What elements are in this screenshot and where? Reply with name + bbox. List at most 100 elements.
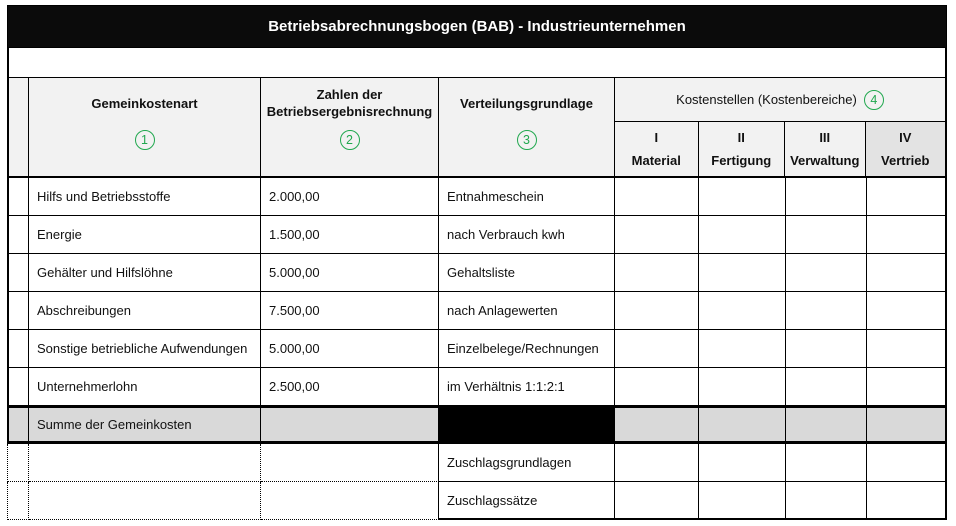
- cell-kostenstelle-material[interactable]: [615, 254, 699, 292]
- row-index-cell[interactable]: [7, 482, 29, 520]
- column-label-zahlen: Zahlen der Betriebsergebnisrechnung: [266, 87, 433, 119]
- cell-kostenstelle-fertigung[interactable]: [699, 368, 786, 406]
- table-row: Gehälter und Hilfslöhne 5.000,00 Gehalts…: [7, 254, 947, 292]
- cell-kostenstelle-material[interactable]: [615, 178, 699, 216]
- summary-zahlen-cell[interactable]: [261, 408, 439, 441]
- row-index-cell[interactable]: [7, 330, 29, 368]
- cell-kostenstelle-material[interactable]: [615, 216, 699, 254]
- cell-zahlen: 5.000,00: [261, 330, 439, 368]
- cell-kostenstelle-fertigung[interactable]: [699, 254, 786, 292]
- summary-kostenstelle-fertigung[interactable]: [699, 408, 786, 441]
- cell-verteilungsgrundlage: Entnahmeschein: [439, 178, 615, 216]
- cell-kostenstelle-verwaltung[interactable]: [786, 368, 867, 406]
- header-kostenstellen-group: Kostenstellen (Kostenbereiche) 4 I Mater…: [615, 78, 947, 176]
- cell-kostenstelle-vertrieb[interactable]: [867, 444, 947, 482]
- cell-kostenstelle-material[interactable]: [615, 482, 699, 520]
- row-index-cell[interactable]: [7, 292, 29, 330]
- cell-kostenstelle-fertigung[interactable]: [699, 178, 786, 216]
- cell-kostenstelle-fertigung[interactable]: [699, 444, 786, 482]
- blacked-out-cell: [439, 408, 615, 441]
- cell-zahlen-empty[interactable]: [261, 482, 439, 520]
- column-label-gemeinkostenart: Gemeinkostenart: [91, 95, 198, 111]
- cell-verteilungsgrundlage: nach Anlagewerten: [439, 292, 615, 330]
- cell-zahlen: 2.500,00: [261, 368, 439, 406]
- cell-kostenstelle-material[interactable]: [615, 368, 699, 406]
- cell-gemeinkostenart: Unternehmerlohn: [29, 368, 261, 406]
- subheader-verwaltung: III Verwaltung: [785, 122, 866, 176]
- cell-kostenstelle-material[interactable]: [615, 444, 699, 482]
- cell-kostenstelle-verwaltung[interactable]: [786, 444, 867, 482]
- cell-gemeinkostenart-empty[interactable]: [29, 444, 261, 482]
- summary-kostenstelle-verwaltung[interactable]: [786, 408, 867, 441]
- summary-kostenstelle-vertrieb[interactable]: [867, 408, 947, 441]
- cell-gemeinkostenart-empty[interactable]: [29, 482, 261, 520]
- cell-zahlen: 7.500,00: [261, 292, 439, 330]
- table-row: Abschreibungen 7.500,00 nach Anlagewerte…: [7, 292, 947, 330]
- header-gemeinkostenart: Gemeinkostenart 1: [29, 78, 261, 176]
- summary-label: Summe der Gemeinkosten: [29, 408, 261, 441]
- cell-gemeinkostenart: Hilfs und Betriebsstoffe: [29, 178, 261, 216]
- cell-gemeinkostenart: Energie: [29, 216, 261, 254]
- cell-zahlen-empty[interactable]: [261, 444, 439, 482]
- cell-kostenstelle-verwaltung[interactable]: [786, 330, 867, 368]
- summary-row: Summe der Gemeinkosten: [7, 406, 947, 444]
- row-index-cell[interactable]: [7, 178, 29, 216]
- cell-kostenstelle-vertrieb[interactable]: [867, 330, 947, 368]
- cell-kostenstelle-vertrieb[interactable]: [867, 254, 947, 292]
- cell-kostenstelle-verwaltung[interactable]: [786, 292, 867, 330]
- row-index-cell: [7, 408, 29, 441]
- cell-verteilungsgrundlage: Einzelbelege/Rechnungen: [439, 330, 615, 368]
- row-index-cell[interactable]: [7, 368, 29, 406]
- column-label-verteilungsgrundlage: Verteilungsgrundlage: [460, 95, 593, 111]
- cell-kostenstelle-material[interactable]: [615, 292, 699, 330]
- cell-kostenstelle-fertigung[interactable]: [699, 330, 786, 368]
- circled-number-1-icon: 1: [134, 130, 155, 150]
- row-index-cell[interactable]: [7, 216, 29, 254]
- cell-kostenstelle-fertigung[interactable]: [699, 292, 786, 330]
- cell-kostenstelle-vertrieb[interactable]: [867, 482, 947, 520]
- header-spacer-cell: [7, 78, 29, 176]
- table-row: Unternehmerlohn 2.500,00 im Verhältnis 1…: [7, 368, 947, 406]
- cell-verteilungsgrundlage: Gehaltsliste: [439, 254, 615, 292]
- cell-verteilungsgrundlage: im Verhältnis 1:1:2:1: [439, 368, 615, 406]
- cell-zahlen: 5.000,00: [261, 254, 439, 292]
- cell-zahlen: 1.500,00: [261, 216, 439, 254]
- circled-number-4-icon: 4: [863, 89, 884, 110]
- kostenstellen-header: Kostenstellen (Kostenbereiche) 4: [615, 78, 945, 122]
- cell-kostenstelle-vertrieb[interactable]: [867, 368, 947, 406]
- cell-kostenstelle-verwaltung[interactable]: [786, 482, 867, 520]
- bab-table: Betriebsabrechnungsbogen (BAB) - Industr…: [7, 5, 947, 520]
- cell-verteilungsgrundlage: nach Verbrauch kwh: [439, 216, 615, 254]
- subheader-fertigung: II Fertigung: [699, 122, 785, 176]
- cell-kostenstelle-verwaltung[interactable]: [786, 216, 867, 254]
- kostenstellen-subheader: I Material II Fertigung III Verwaltung I…: [615, 122, 946, 176]
- cell-kostenstelle-verwaltung[interactable]: [786, 178, 867, 216]
- column-numeral: III: [819, 130, 831, 145]
- row-index-cell[interactable]: [7, 444, 29, 482]
- column-label: Verwaltung: [790, 153, 860, 168]
- column-label-kostenstellen: Kostenstellen (Kostenbereiche): [676, 92, 857, 107]
- cell-gemeinkostenart: Abschreibungen: [29, 292, 261, 330]
- table-row: Energie 1.500,00 nach Verbrauch kwh: [7, 216, 947, 254]
- summary-kostenstelle-material[interactable]: [615, 408, 699, 441]
- column-numeral: II: [737, 130, 745, 145]
- table-row: Hilfs und Betriebsstoffe 2.000,00 Entnah…: [7, 178, 947, 216]
- cell-kostenstelle-fertigung[interactable]: [699, 482, 786, 520]
- cell-kostenstelle-vertrieb[interactable]: [867, 216, 947, 254]
- column-numeral: I: [654, 130, 659, 145]
- cell-kostenstelle-verwaltung[interactable]: [786, 254, 867, 292]
- column-label: Fertigung: [711, 153, 772, 168]
- zuschlagssaetze-label: Zuschlagssätze: [439, 482, 615, 520]
- cell-zahlen: 2.000,00: [261, 178, 439, 216]
- column-label: Material: [631, 153, 681, 168]
- cell-kostenstelle-vertrieb[interactable]: [867, 178, 947, 216]
- page-title: Betriebsabrechnungsbogen (BAB) - Industr…: [7, 5, 947, 48]
- zuschlagsgrundlagen-row: Zuschlagsgrundlagen: [7, 444, 947, 482]
- cell-kostenstelle-vertrieb[interactable]: [867, 292, 947, 330]
- row-index-cell[interactable]: [7, 254, 29, 292]
- cell-kostenstelle-fertigung[interactable]: [699, 216, 786, 254]
- circled-number-3-icon: 3: [516, 130, 537, 150]
- cell-gemeinkostenart: Sonstige betriebliche Aufwendungen: [29, 330, 261, 368]
- cell-kostenstelle-material[interactable]: [615, 330, 699, 368]
